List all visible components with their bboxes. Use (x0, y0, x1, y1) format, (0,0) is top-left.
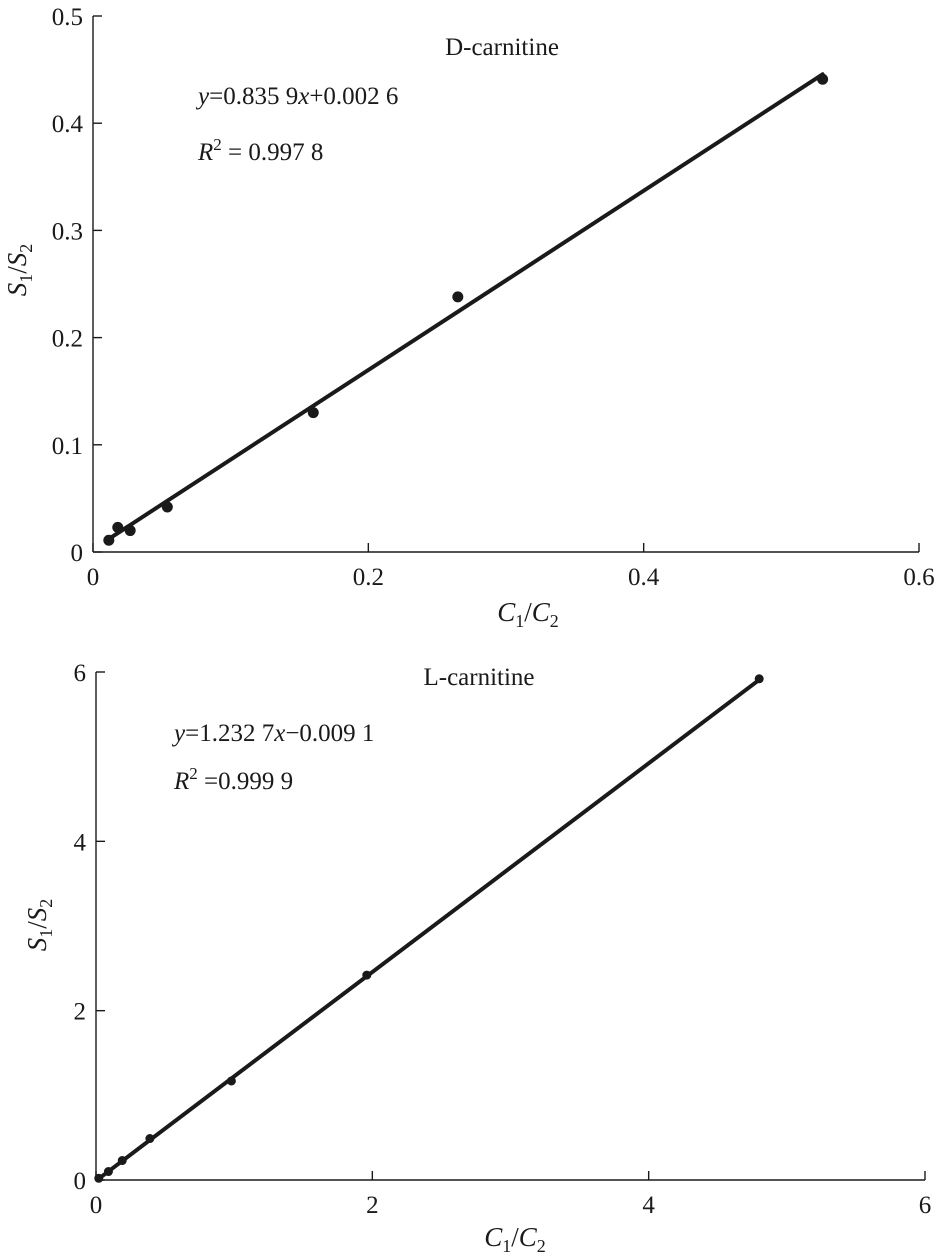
y-tick-label: 0.3 (52, 218, 83, 245)
xlabel-sub1: 1 (502, 1236, 511, 1256)
tick-group: 0 2 4 6 0 2 4 6 (74, 660, 932, 1219)
xlabel-slash: / (524, 597, 532, 627)
ylabel-base2: S (22, 907, 52, 921)
x-tick-label: 0.6 (903, 564, 934, 591)
fit-line (96, 677, 762, 1181)
xlabel-base2: C (532, 597, 551, 627)
x-tick-label: 2 (366, 1192, 379, 1219)
chart-title: D-carnitine (445, 34, 559, 61)
eq-var-x: x (273, 720, 285, 747)
ylabel-sub1: 1 (36, 929, 56, 938)
data-points (94, 674, 764, 1183)
xlabel-slash: / (511, 1222, 519, 1252)
x-axis-title: C1/C2 (497, 597, 559, 631)
r-squared: R2 =0.999 9 (173, 764, 293, 795)
data-point (103, 1167, 113, 1177)
y-tick-label: 4 (74, 829, 87, 856)
x-tick-label: 4 (642, 1192, 655, 1219)
eq-var-x: x (297, 83, 309, 110)
x-axis-title: C1/C2 (484, 1222, 546, 1256)
y-tick-label: 0 (71, 540, 84, 567)
r2-var: R (197, 139, 213, 166)
xlabel-sub1: 1 (515, 611, 524, 631)
ylabel-sub2: 2 (16, 244, 36, 253)
y-tick-label: 0.2 (52, 326, 83, 353)
r2-sup: 2 (213, 135, 222, 154)
x-tick-label: 6 (919, 1192, 932, 1219)
y-tick-label: 0 (74, 1168, 87, 1195)
y-tick-label: 0.4 (52, 111, 84, 138)
r2-sup: 2 (189, 764, 198, 783)
ylabel-base2: S (2, 252, 32, 266)
x-tick-label: 0.4 (628, 564, 660, 591)
data-point (117, 1156, 127, 1166)
ylabel-sub1: 1 (16, 274, 36, 283)
xlabel-sub2: 2 (550, 611, 559, 631)
y-tick-label: 0.1 (52, 433, 83, 460)
data-point (124, 525, 136, 537)
ylabel-sub2: 2 (36, 899, 56, 908)
y-axis-title: S1/S2 (2, 244, 36, 297)
fit-line (106, 72, 825, 541)
r2-value: =0.999 9 (198, 768, 293, 795)
y-tick-label: 0.5 (52, 4, 83, 31)
eq-var-y: y (171, 720, 186, 747)
regression-equation: y=1.232 7x−0.009 1 (171, 720, 374, 747)
xlabel-base: C (484, 1222, 503, 1252)
xlabel-base: C (497, 597, 516, 627)
data-point (226, 1076, 236, 1086)
data-point (362, 970, 372, 980)
data-point (754, 674, 764, 684)
eq-body: =0.835 9 (209, 83, 298, 110)
ylabel-base: S (22, 937, 52, 951)
data-point (817, 73, 829, 85)
y-tick-label: 2 (74, 999, 87, 1026)
data-point (94, 1173, 104, 1183)
ylabel-slash: / (22, 921, 52, 929)
data-point (161, 501, 173, 513)
ylabel-slash: / (2, 266, 32, 274)
y-tick-label: 6 (74, 660, 87, 687)
data-point (145, 1134, 155, 1144)
d-carnitine-chart: 0 0.2 0.4 0.6 0 0.1 0.2 0.3 0.4 0.5 D-carnitine y… (2, 4, 935, 631)
data-points (103, 73, 829, 546)
chart-title: L-carnitine (423, 664, 534, 691)
r-squared: R2 = 0.997 8 (197, 135, 323, 166)
xlabel-sub2: 2 (537, 1236, 546, 1256)
x-tick-label: 0 (87, 564, 100, 591)
r2-value: = 0.997 8 (222, 139, 324, 166)
r2-var: R (173, 768, 189, 795)
xlabel-base2: C (519, 1222, 538, 1252)
eq-tail: −0.009 1 (285, 720, 374, 747)
y-axis-title: S1/S2 (22, 899, 56, 952)
tick-group: 0 0.2 0.4 0.6 0 0.1 0.2 0.3 0.4 0.5 (52, 4, 935, 591)
eq-body: =1.232 7 (185, 720, 274, 747)
x-tick-label: 0 (90, 1192, 103, 1219)
regression-equation: y=0.835 9x+0.002 6 (195, 83, 398, 110)
eq-var-y: y (195, 83, 210, 110)
x-tick-label: 0.2 (353, 564, 384, 591)
data-point (103, 534, 115, 546)
data-point (112, 521, 124, 533)
data-point (452, 291, 464, 303)
eq-tail: +0.002 6 (309, 83, 398, 110)
ylabel-base: S (2, 282, 32, 296)
data-point (307, 407, 319, 419)
